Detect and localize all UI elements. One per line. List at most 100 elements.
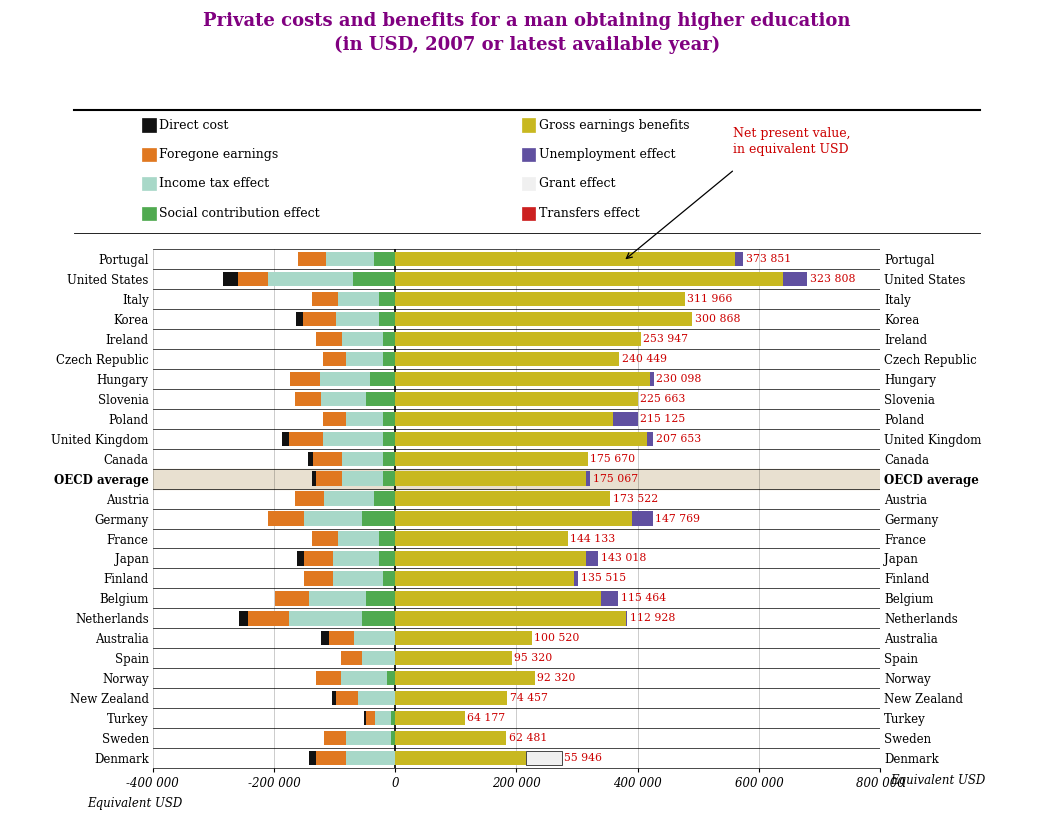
Bar [649,372,655,386]
Bar [289,431,323,446]
Bar [325,731,346,745]
Bar [326,252,374,266]
Text: 144 133: 144 133 [570,534,616,543]
Bar [613,412,638,426]
Bar [526,751,562,766]
Bar [316,471,341,486]
Bar [586,551,599,565]
Text: 253 947: 253 947 [643,334,688,344]
Bar [295,491,325,506]
Text: 225 663: 225 663 [640,394,685,404]
Text: 311 966: 311 966 [687,294,733,304]
Bar [238,272,268,286]
Bar [332,691,336,705]
Bar [362,511,395,526]
Bar [601,592,619,605]
Bar [309,592,366,605]
Bar [340,651,362,665]
Bar [316,671,341,685]
Text: 115 464: 115 464 [621,593,666,604]
Bar [305,511,362,526]
Text: 230 098: 230 098 [657,374,702,384]
Text: 112 928: 112 928 [630,614,676,623]
Bar [366,592,395,605]
Text: 373 851: 373 851 [745,254,790,264]
Bar [626,611,627,626]
Text: Income tax effect: Income tax effect [159,177,269,190]
Text: 240 449: 240 449 [622,354,667,364]
Bar [323,352,346,366]
Bar [395,312,692,326]
Bar [783,272,807,286]
Bar [357,691,395,705]
Bar [374,252,395,266]
Text: 55 946: 55 946 [564,753,602,763]
Text: Gross earnings benefits: Gross earnings benefits [539,118,689,132]
Bar [387,671,395,685]
Bar [395,731,506,745]
Bar [395,571,574,586]
Bar [289,611,362,626]
Bar [395,751,526,766]
Bar [316,332,341,346]
Bar [574,571,579,586]
Bar [378,531,395,546]
Bar [341,452,384,466]
Bar [316,751,346,766]
Text: 300 868: 300 868 [695,314,740,324]
Bar [296,312,304,326]
Text: Direct cost: Direct cost [159,118,229,132]
Bar [395,352,620,366]
Bar [341,471,384,486]
Bar [362,651,395,665]
Text: Unemployment effect: Unemployment effect [539,148,676,161]
Bar [395,491,610,506]
Bar [305,551,333,565]
Bar [336,691,357,705]
Bar [395,592,601,605]
Bar [395,372,649,386]
Bar [391,731,395,745]
Bar [735,252,743,266]
Text: Grant effect: Grant effect [539,177,616,190]
Bar [378,292,395,306]
Bar [346,731,391,745]
Bar [395,431,647,446]
Text: 215 125: 215 125 [640,413,685,424]
Bar [275,592,309,605]
Text: 147 769: 147 769 [656,514,700,524]
Bar [337,531,378,546]
Bar [647,431,653,446]
Bar [391,711,395,725]
Bar [333,551,378,565]
Bar [290,372,320,386]
Bar [281,431,289,446]
Bar [346,751,395,766]
Text: 207 653: 207 653 [656,434,701,444]
Bar [395,391,638,406]
Bar [295,391,320,406]
Text: 175 067: 175 067 [592,474,638,484]
Bar [395,471,586,486]
Bar [333,571,384,586]
Bar [308,452,313,466]
Text: 173 522: 173 522 [612,493,658,503]
Bar [384,431,395,446]
Text: 92 320: 92 320 [538,673,575,683]
Bar [268,511,305,526]
Bar [395,691,507,705]
Bar [384,352,395,366]
Text: Private costs and benefits for a man obtaining higher education
(in USD, 2007 or: Private costs and benefits for a man obt… [203,12,851,54]
Text: 64 177: 64 177 [467,713,506,723]
Bar [378,312,395,326]
Bar [312,292,337,306]
Bar [268,272,353,286]
Bar [309,751,316,766]
Text: 95 320: 95 320 [514,654,552,663]
Bar [323,431,384,446]
Text: 143 018: 143 018 [601,553,646,564]
Bar [305,571,333,586]
Bar [374,711,391,725]
Text: Foregone earnings: Foregone earnings [159,148,278,161]
Bar [395,252,735,266]
